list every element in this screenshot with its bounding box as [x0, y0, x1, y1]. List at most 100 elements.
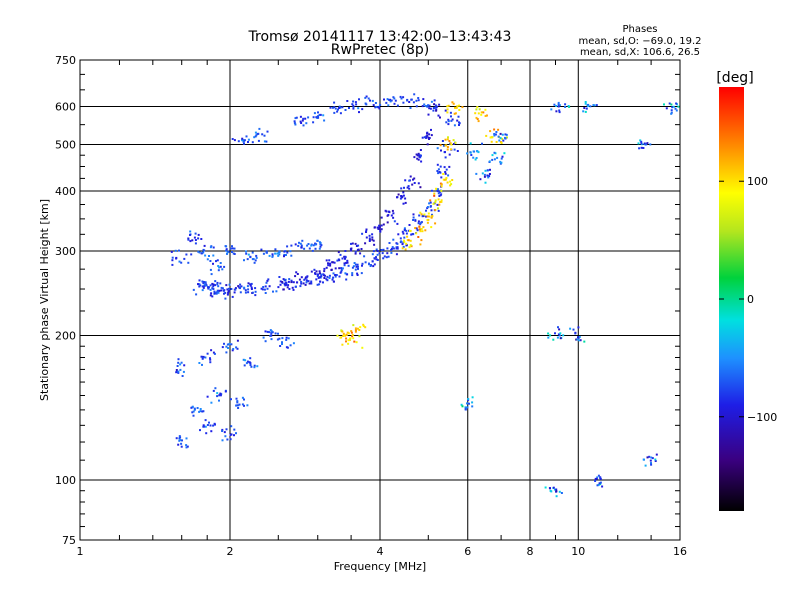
data-point — [295, 271, 298, 274]
data-point — [402, 101, 405, 104]
data-point — [254, 131, 257, 134]
data-point — [375, 256, 377, 259]
data-point — [391, 209, 394, 212]
data-point — [201, 289, 204, 292]
data-point — [231, 245, 233, 248]
data-point — [225, 428, 228, 431]
data-point — [484, 169, 487, 172]
data-point — [650, 463, 653, 466]
data-point — [475, 172, 478, 175]
data-point — [430, 100, 433, 103]
data-point — [436, 170, 439, 172]
data-point — [419, 230, 422, 233]
data-point — [562, 334, 565, 337]
data-point — [401, 230, 404, 233]
data-point — [340, 329, 343, 332]
data-point — [290, 281, 293, 284]
data-point — [359, 252, 362, 255]
data-point — [201, 280, 204, 283]
data-point — [464, 408, 467, 411]
data-point — [270, 332, 273, 335]
data-point — [354, 327, 357, 330]
data-point — [183, 257, 186, 260]
data-point — [346, 273, 349, 276]
data-point — [209, 288, 212, 291]
data-point — [418, 228, 421, 231]
data-point — [357, 267, 359, 270]
data-point — [304, 117, 307, 120]
data-point — [202, 286, 205, 289]
data-point — [417, 158, 420, 161]
data-point — [224, 390, 227, 393]
data-point — [371, 238, 374, 241]
data-point — [198, 279, 201, 282]
data-point — [436, 203, 439, 206]
data-point — [212, 389, 215, 392]
data-point — [341, 267, 344, 270]
data-point — [490, 140, 493, 143]
phase-stats-o: mean, sd,O: −69.0, 19.2 — [579, 36, 702, 47]
data-point — [331, 278, 334, 281]
data-point — [282, 278, 285, 281]
data-point — [215, 291, 218, 294]
data-point — [594, 480, 597, 482]
data-point — [431, 213, 433, 216]
data-point — [358, 329, 361, 331]
data-point — [383, 98, 385, 101]
data-point — [266, 279, 269, 282]
data-point — [247, 141, 249, 143]
data-point — [358, 335, 361, 338]
data-point — [212, 424, 215, 427]
y-tick-label: 750 — [55, 54, 76, 67]
data-point — [371, 260, 374, 263]
data-point — [350, 242, 352, 245]
data-point — [265, 140, 268, 143]
data-point — [235, 404, 238, 407]
data-point — [264, 285, 267, 288]
data-point — [380, 224, 383, 227]
data-point — [435, 105, 438, 108]
data-point — [437, 209, 440, 212]
data-point — [302, 117, 305, 120]
data-point — [484, 181, 487, 184]
data-point — [254, 259, 257, 262]
x-tick-label: 8 — [527, 545, 534, 558]
data-point — [228, 283, 231, 286]
data-point — [579, 339, 582, 342]
data-point — [440, 199, 443, 202]
data-point — [347, 332, 350, 335]
data-point — [243, 404, 245, 407]
data-point — [285, 283, 287, 286]
data-point — [337, 108, 339, 111]
data-point — [241, 137, 244, 140]
data-point — [189, 234, 191, 236]
data-point — [346, 261, 349, 264]
data-point — [274, 332, 277, 335]
data-point — [217, 269, 220, 272]
data-point — [284, 279, 286, 282]
data-point — [485, 134, 488, 137]
data-point — [438, 103, 441, 106]
data-point — [295, 116, 298, 119]
data-point — [506, 136, 508, 139]
data-point — [190, 406, 193, 409]
data-point — [219, 394, 222, 397]
data-point — [375, 105, 378, 108]
data-point — [574, 332, 577, 335]
data-point — [438, 203, 441, 206]
data-point — [408, 246, 411, 249]
data-point — [544, 486, 547, 489]
data-point — [206, 352, 209, 355]
data-point — [203, 244, 206, 247]
data-point — [312, 116, 315, 119]
data-point — [208, 255, 210, 257]
data-point — [576, 338, 579, 341]
data-point — [479, 178, 482, 181]
data-point — [345, 278, 348, 281]
data-point — [409, 175, 412, 178]
data-point — [215, 292, 218, 295]
x-tick-label: 16 — [673, 545, 687, 558]
data-point — [246, 404, 249, 407]
data-point — [488, 173, 491, 175]
data-point — [400, 97, 403, 100]
